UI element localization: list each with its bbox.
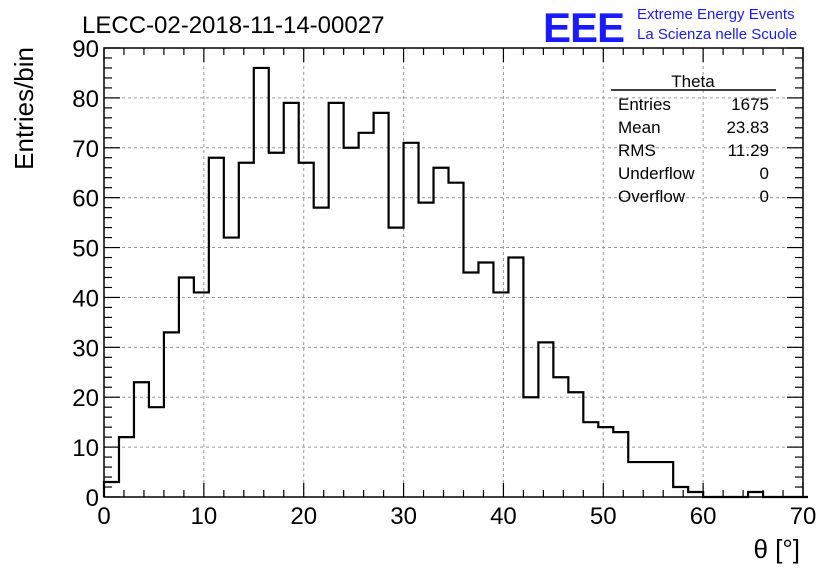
histogram-bin (508, 258, 523, 497)
y-tick-label: 30 (72, 335, 99, 362)
logo-line-1: Extreme Energy Events (637, 6, 795, 23)
x-tick-label: 10 (191, 503, 218, 530)
histogram-bin (434, 168, 449, 497)
histogram-bin (179, 277, 194, 497)
stats-row-label: Mean (618, 118, 661, 137)
histogram-bin (538, 342, 553, 497)
stats-row-value: 0 (760, 164, 769, 183)
histogram-bin (224, 238, 239, 497)
histogram-bin (628, 462, 643, 497)
stats-row-label: Overflow (618, 187, 686, 206)
x-tick-label: 60 (690, 503, 717, 530)
histogram-bin (164, 332, 179, 497)
stats-row-value: 23.83 (726, 118, 769, 137)
histogram-bin (284, 103, 299, 497)
chart-title: LECC-02-2018-11-14-00027 (82, 12, 384, 39)
x-tick-label: 50 (590, 503, 617, 530)
stats-row-label: Underflow (618, 164, 695, 183)
logo-line-2: La Scienza nelle Scuole (637, 26, 797, 43)
y-tick-label: 70 (72, 136, 99, 163)
histogram-bin (314, 208, 329, 497)
histogram-bin (478, 263, 493, 497)
x-tick-label: 30 (390, 503, 417, 530)
y-tick-label: 40 (72, 285, 99, 312)
histogram-bin (359, 133, 374, 497)
histogram-bin (209, 158, 224, 497)
histogram-bin (568, 392, 583, 497)
y-tick-label: 60 (72, 186, 99, 213)
histogram-bin (598, 427, 613, 497)
x-tick-label: 0 (97, 503, 110, 530)
histogram-outline (102, 66, 808, 499)
histogram-bin (523, 397, 538, 497)
stats-row-label: RMS (618, 141, 656, 160)
plot-frame (103, 47, 804, 498)
eee-logo: EEE Extreme Energy Events La Scienza nel… (543, 4, 797, 51)
stats-row-label: Entries (618, 95, 671, 114)
x-tick-labels: 0 10 20 30 40 50 60 70 (97, 503, 816, 530)
histogram-bin (613, 432, 628, 497)
grid-lines (104, 48, 803, 497)
histogram-bin (419, 203, 434, 497)
histogram-bin (643, 462, 658, 497)
histogram-bin (269, 153, 284, 497)
y-tick-label: 90 (72, 36, 99, 63)
histogram-bin (239, 163, 254, 497)
histogram-bin (449, 183, 464, 497)
histogram-bin (553, 377, 568, 497)
axes (103, 47, 804, 498)
histogram-bin (493, 292, 508, 497)
x-axis-label: θ [°] (753, 534, 800, 564)
y-tick-label: 80 (72, 86, 99, 113)
histogram-bin (329, 103, 344, 497)
y-axis-label: Entries/bin (9, 47, 39, 170)
y-tick-label: 0 (86, 485, 99, 512)
histogram-bin (463, 273, 478, 498)
stats-box: Theta Entries 1675 Mean 23.83 RMS 11.29 Underf… (611, 72, 776, 206)
x-tick-label: 20 (290, 503, 317, 530)
y-tick-label: 50 (72, 236, 99, 263)
histogram-series (102, 66, 808, 499)
stats-row-value: 11.29 (728, 141, 769, 160)
histogram-bin (299, 163, 314, 497)
histogram-bin (583, 422, 598, 497)
histogram-bin (119, 437, 134, 497)
histogram-bin (658, 462, 673, 497)
y-tick-label: 20 (72, 385, 99, 412)
histogram-bin (673, 487, 688, 497)
x-tick-label: 70 (790, 503, 817, 530)
y-tick-label: 10 (72, 435, 99, 462)
stats-row-value: 1675 (731, 95, 769, 114)
histogram-bin (104, 482, 119, 497)
histogram-bin (389, 228, 404, 497)
histogram-bin (374, 113, 389, 497)
histogram-bin (134, 382, 149, 497)
histogram-bin (344, 148, 359, 497)
histogram-bin (194, 292, 209, 497)
y-tick-labels: 0 10 20 30 40 50 60 70 80 90 (72, 36, 99, 512)
eee-logo-mark: EEE (543, 4, 624, 51)
histogram-bin (254, 68, 269, 497)
histogram-bin (149, 407, 164, 497)
stats-row-value: 0 (760, 187, 769, 206)
stats-box-title: Theta (671, 72, 715, 91)
x-tick-label: 40 (490, 503, 517, 530)
histogram-bin (404, 143, 419, 497)
